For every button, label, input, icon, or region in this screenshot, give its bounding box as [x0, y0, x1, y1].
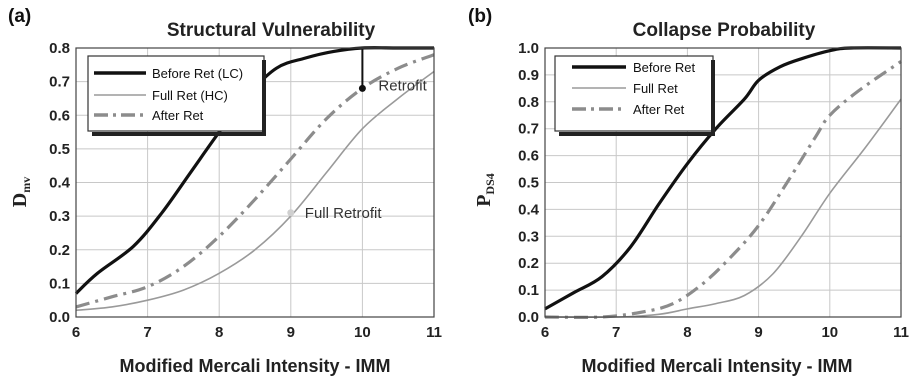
- x-tick-label: 7: [143, 324, 151, 341]
- panel-collapse-probability: (b) Collapse Probability Before Ret Full…: [468, 6, 909, 376]
- legend-label-after-ret: After Ret: [633, 102, 685, 117]
- y-tick-label: 0.3: [518, 228, 539, 245]
- y-tick-label: 0.3: [49, 208, 70, 225]
- annotation-full-retrofit: Full Retrofit: [305, 205, 383, 222]
- y-tick-label: 0.7: [518, 121, 539, 138]
- x-tick-label: 6: [72, 324, 80, 341]
- legend-label-full-ret: Full Ret (HC): [152, 88, 228, 103]
- panel-b-plot-frame: [544, 47, 902, 318]
- legend-label-before-ret: Before Ret (LC): [152, 66, 243, 81]
- x-tick-label: 9: [287, 324, 295, 341]
- series-line-full-ret-hc: [75, 70, 435, 312]
- annotation-retrofit: Retrofit: [378, 77, 427, 94]
- y-tick-label: 0.4: [49, 175, 71, 192]
- series-line-full-ret: [544, 98, 902, 318]
- x-tick-label: 8: [215, 324, 223, 341]
- y-tick-label: 0.2: [49, 242, 70, 259]
- y-tick-label: 0.6: [49, 107, 70, 124]
- x-tick-label: 11: [893, 324, 909, 341]
- y-tick-label: 0.4: [518, 201, 540, 218]
- x-tick-label: 10: [354, 324, 371, 341]
- y-tick-label: 0.0: [518, 309, 539, 326]
- panel-structural-vulnerability: (a) Structural Vulnerability Retrofit Fu…: [8, 6, 442, 376]
- x-tick-label: 8: [683, 324, 691, 341]
- panel-b-label: (b): [468, 6, 492, 27]
- legend-label-before-ret: Before Ret: [633, 60, 696, 75]
- panel-a-legend: Before Ret (LC) Full Ret (HC) After Ret: [87, 55, 266, 136]
- y-tick-label: 0.8: [518, 94, 539, 111]
- series-line-before-ret: [544, 46, 902, 311]
- panel-b-y-axis-label: PDS4: [473, 173, 497, 207]
- y-tick-label: 0.5: [49, 141, 70, 158]
- panel-b-lines: [544, 46, 902, 319]
- x-tick-label: 10: [821, 324, 838, 341]
- panel-b-legend: Before Ret Full Ret After Ret: [554, 55, 715, 136]
- y-tick-label: 0.9: [518, 67, 539, 84]
- y-tick-label: 0.8: [49, 40, 70, 57]
- y-tick-label: 0.1: [49, 275, 70, 292]
- y-tick-label: 1.0: [518, 40, 539, 57]
- panel-b-y-ticks: 0.0 0.1 0.2 0.3 0.4 0.5 0.6 0.7 0.8 0.9 1.0: [518, 40, 540, 326]
- panel-b-x-axis-label: Modified Mercali Intensity - IMM: [581, 356, 852, 376]
- panel-a-plot-frame: [75, 47, 435, 318]
- y-tick-label: 0.5: [518, 175, 539, 192]
- panel-a-title: Structural Vulnerability: [167, 20, 376, 41]
- panel-a-label: (a): [8, 6, 31, 27]
- panel-a-y-axis-label: Dmv: [9, 177, 33, 207]
- panel-a-x-ticks: 6 7 8 9 10 11: [72, 324, 442, 341]
- y-tick-label: 0.7: [49, 74, 70, 91]
- y-tick-label: 0.6: [518, 148, 539, 165]
- y-tick-label: 0.0: [49, 309, 70, 326]
- legend-box: [87, 55, 265, 132]
- y-tick-label: 0.1: [518, 282, 539, 299]
- y-tick-label: 0.2: [518, 255, 539, 272]
- full-retrofit-point: [287, 209, 295, 217]
- x-tick-label: 11: [426, 324, 442, 341]
- panel-b-x-ticks: 6 7 8 9 10 11: [541, 324, 909, 341]
- legend-label-after-ret: After Ret: [152, 108, 204, 123]
- legend-label-full-ret: Full Ret: [633, 81, 678, 96]
- panel-a-x-axis-label: Modified Mercali Intensity - IMM: [119, 356, 390, 376]
- x-tick-label: 9: [754, 324, 762, 341]
- series-line-after-ret: [544, 60, 902, 319]
- retrofit-point: [358, 84, 366, 92]
- panel-a-y-ticks: 0.0 0.1 0.2 0.3 0.4 0.5 0.6 0.7 0.8: [49, 40, 71, 326]
- series-line-after-ret: [75, 53, 435, 309]
- x-tick-label: 7: [612, 324, 620, 341]
- panel-b-title: Collapse Probability: [633, 20, 816, 41]
- x-tick-label: 6: [541, 324, 549, 341]
